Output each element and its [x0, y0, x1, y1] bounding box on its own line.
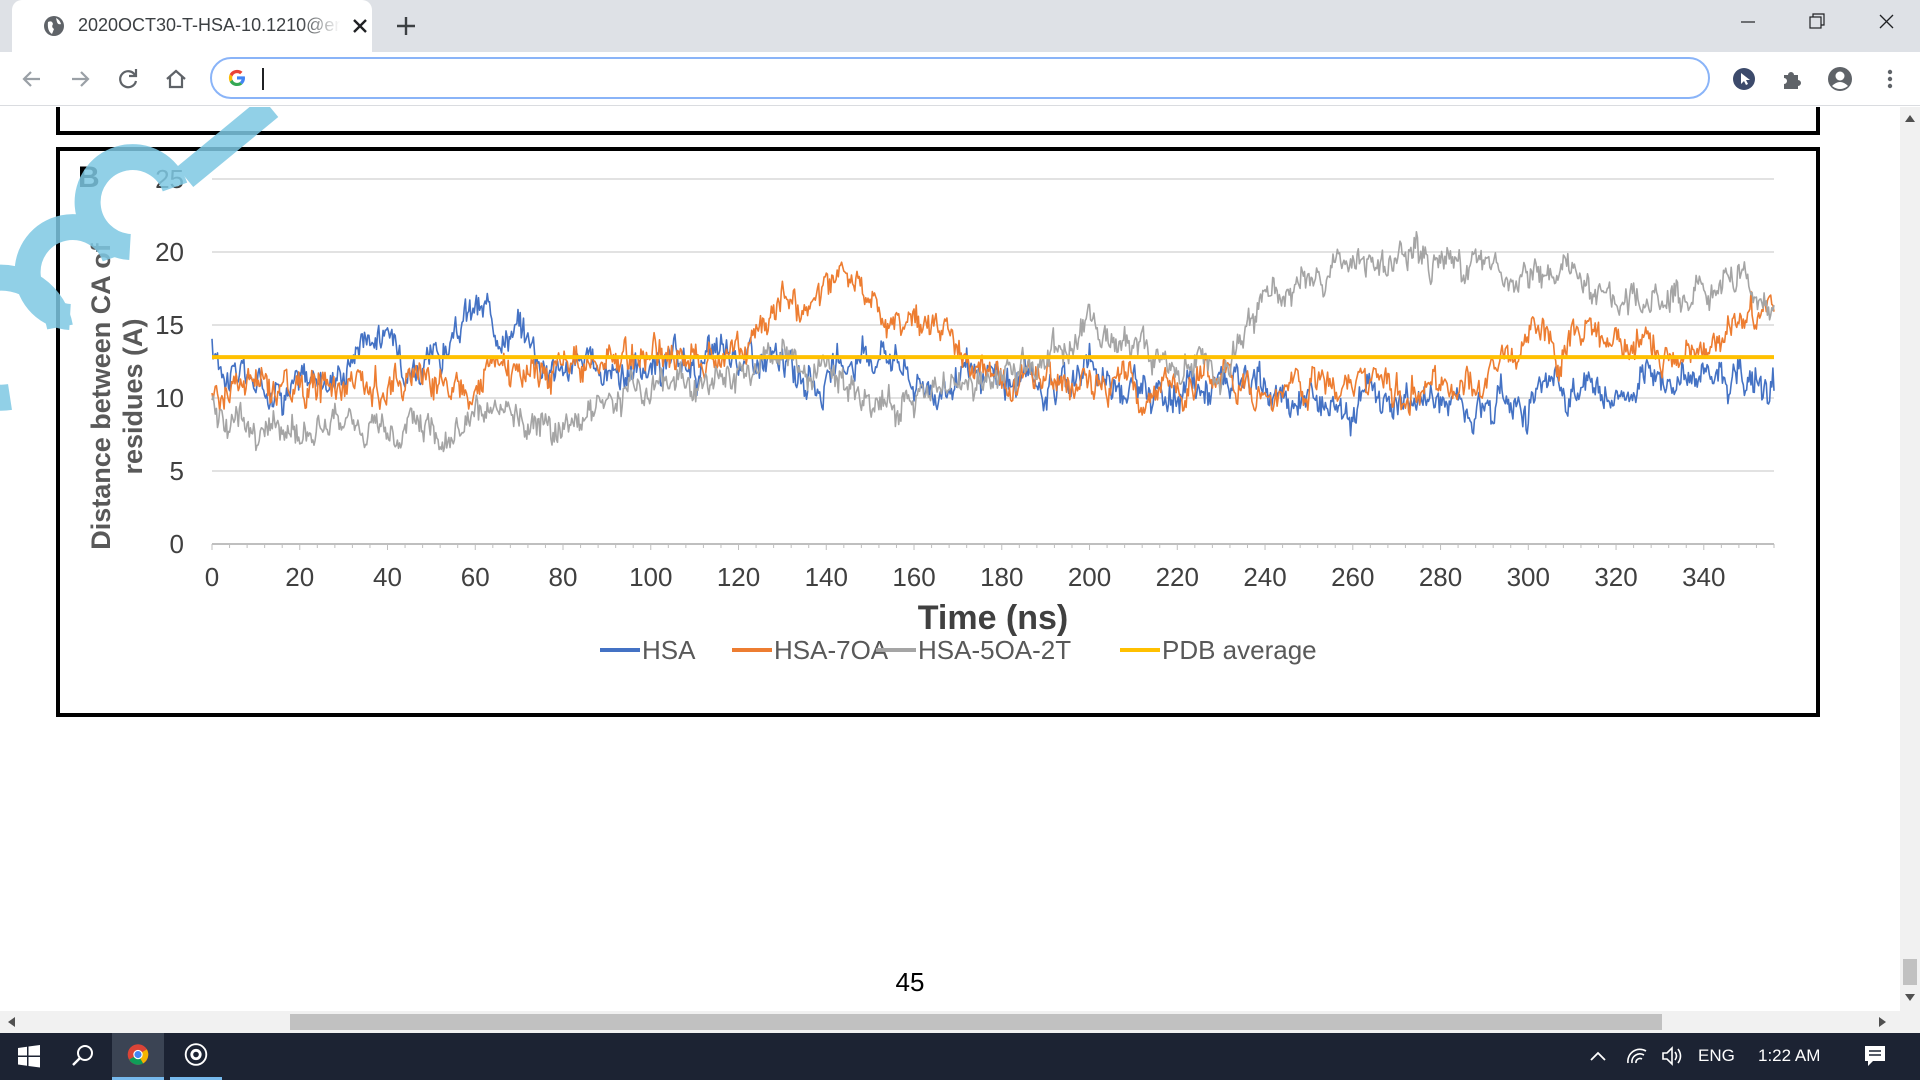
series-line-hsa: [211, 292, 1775, 437]
address-bar[interactable]: [210, 57, 1710, 99]
minimize-icon[interactable]: [1728, 8, 1768, 36]
profile-icon[interactable]: [1826, 65, 1854, 93]
volume-icon[interactable]: [1656, 1033, 1688, 1080]
y-axis-title: Distance between CA ofresidues (A): [86, 242, 148, 550]
clock[interactable]: 1:22 AM: [1758, 1046, 1821, 1065]
horizontal-scroll-thumb[interactable]: [290, 1014, 1662, 1030]
x-tick-label: 180: [980, 562, 1023, 592]
google-icon: [228, 69, 245, 86]
figure-panel-b: 0 5 10 15 20 25 0 20 40 60 80 100 120 140 160 180 200 220…: [56, 147, 1820, 717]
scroll-right-icon[interactable]: [1878, 1016, 1888, 1028]
y-tick-label: 0: [170, 529, 184, 559]
browser-toolbar: [0, 52, 1920, 106]
series-line-hsa-7oa: [211, 261, 1775, 416]
x-tick-label: 120: [717, 562, 760, 592]
globe-icon: [44, 16, 64, 36]
back-arrow-icon[interactable]: [18, 65, 46, 93]
scroll-left-icon[interactable]: [6, 1016, 16, 1028]
kebab-menu-icon[interactable]: [1876, 65, 1904, 93]
chrome-icon[interactable]: [112, 1033, 164, 1080]
page-number: 45: [895, 967, 925, 997]
vertical-scroll-thumb[interactable]: [1903, 959, 1917, 985]
x-tick-label: 300: [1507, 562, 1550, 592]
close-window-icon[interactable]: [1866, 8, 1906, 36]
previous-figure-frame: [56, 107, 1820, 135]
x-tick-label: 20: [285, 562, 314, 592]
language-indicator[interactable]: ENG: [1698, 1046, 1735, 1065]
text-caret: [262, 68, 264, 90]
vertical-scrollbar[interactable]: [1900, 107, 1920, 1011]
reload-icon[interactable]: [114, 65, 142, 93]
scroll-up-icon[interactable]: [1904, 113, 1916, 123]
x-tick-label: 140: [805, 562, 848, 592]
extension-cursor-icon[interactable]: [1730, 65, 1758, 93]
x-tick-label: 260: [1331, 562, 1374, 592]
wifi-icon[interactable]: [1620, 1033, 1652, 1080]
forward-arrow-icon[interactable]: [66, 65, 94, 93]
x-tick-label: 280: [1419, 562, 1462, 592]
x-tick-label: 60: [461, 562, 490, 592]
chevron-up-icon[interactable]: [1582, 1033, 1614, 1080]
y-tick-label: 5: [170, 456, 184, 486]
panel-letter: B: [78, 161, 100, 194]
legend-entry: PDB average: [1162, 635, 1317, 665]
new-tab-icon[interactable]: [392, 12, 420, 40]
windows-start-icon[interactable]: [0, 1033, 56, 1080]
y-tick-label: 10: [155, 383, 184, 413]
search-icon[interactable]: [58, 1033, 106, 1080]
x-tick-label: 160: [892, 562, 935, 592]
y-tick-label: 25: [155, 164, 184, 194]
tab-title: 2020OCT30-T-HSA-10.1210@endo: [78, 15, 340, 35]
puzzle-icon[interactable]: [1778, 65, 1806, 93]
x-tick-label: 340: [1682, 562, 1725, 592]
x-axis-title: Time (ns): [918, 599, 1069, 637]
scroll-down-icon[interactable]: [1904, 993, 1916, 1003]
x-tick-label: 100: [629, 562, 672, 592]
legend-entry: HSA: [642, 635, 696, 665]
x-tick-label: 40: [373, 562, 402, 592]
legend-entry: HSA-7OA: [774, 635, 889, 665]
x-tick-label: 320: [1594, 562, 1637, 592]
distance-line-chart: 0 5 10 15 20 25 0 20 40 60 80 100 120 140 160 180 200 220…: [86, 164, 1775, 665]
home-icon[interactable]: [162, 65, 190, 93]
restore-icon[interactable]: [1796, 8, 1836, 36]
y-tick-label: 20: [155, 237, 184, 267]
windows-taskbar: ENG 1:22 AM: [0, 1033, 1920, 1080]
horizontal-scrollbar[interactable]: [0, 1011, 1920, 1033]
browser-tab[interactable]: 2020OCT30-T-HSA-10.1210@endo: [12, 0, 372, 52]
media-player-icon[interactable]: [170, 1033, 222, 1080]
x-tick-label: 240: [1243, 562, 1286, 592]
x-tick-label: 80: [549, 562, 578, 592]
pdf-page-viewport: 0 5 10 15 20 25 0 20 40 60 80 100 120 140 160 180 200 220…: [0, 107, 1900, 1011]
notification-icon[interactable]: [1852, 1033, 1898, 1080]
x-tick-label: 220: [1156, 562, 1199, 592]
legend-entry: HSA-5OA-2T: [918, 635, 1071, 665]
tab-strip: 2020OCT30-T-HSA-10.1210@endo: [0, 0, 1920, 52]
x-tick-label: 0: [205, 562, 219, 592]
x-tick-label: 200: [1068, 562, 1111, 592]
close-tab-icon[interactable]: [348, 14, 372, 38]
y-tick-label: 15: [155, 310, 184, 340]
series-line-hsa-5oa-2t: [211, 231, 1775, 453]
address-input[interactable]: [264, 63, 1664, 93]
